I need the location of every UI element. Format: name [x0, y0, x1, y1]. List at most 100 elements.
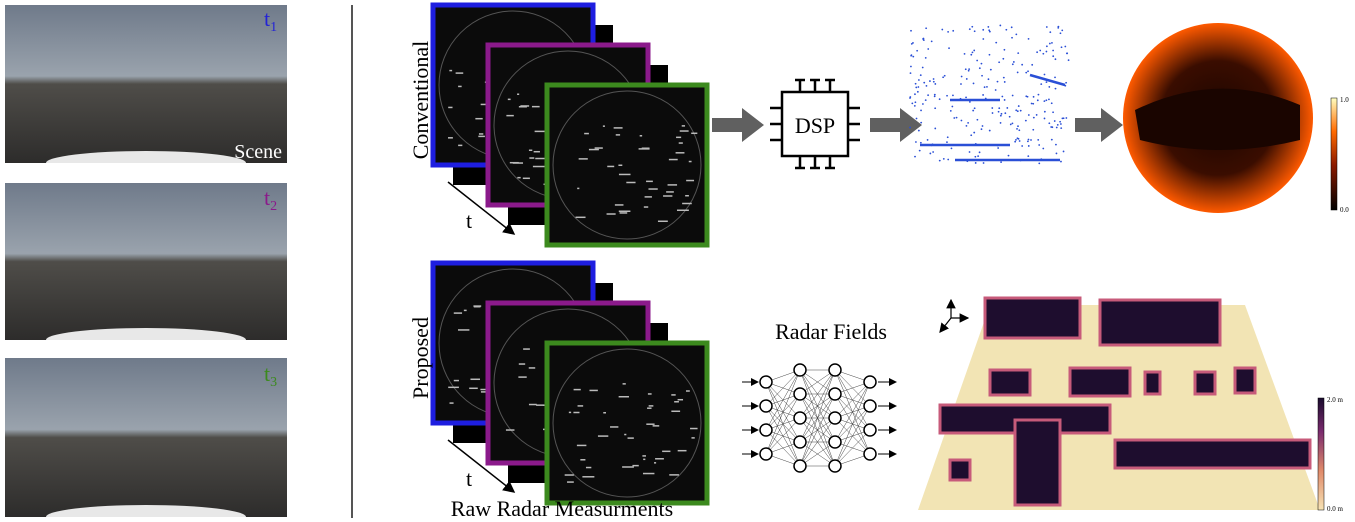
nn-node: [829, 364, 841, 376]
point: [1065, 82, 1067, 84]
radar-return: [669, 159, 678, 161]
point: [995, 42, 997, 44]
radar-return: [674, 401, 679, 403]
point: [992, 112, 994, 114]
radar-return: [648, 188, 657, 190]
point: [1060, 127, 1062, 129]
point: [965, 96, 967, 98]
radar-return: [589, 149, 599, 151]
point: [922, 67, 924, 69]
point: [915, 87, 917, 89]
point: [1063, 117, 1065, 119]
point: [1030, 139, 1032, 141]
point-line: [1030, 75, 1065, 85]
point: [925, 99, 927, 101]
radar-return: [690, 428, 698, 430]
point: [982, 29, 984, 31]
radar-return: [649, 405, 654, 407]
radar-return: [678, 450, 687, 452]
point: [1040, 83, 1042, 85]
radar-return: [622, 466, 634, 468]
point: [1048, 98, 1050, 100]
point: [918, 130, 920, 132]
point: [986, 86, 988, 88]
radar-return: [642, 455, 646, 457]
nn-edge: [766, 370, 800, 406]
nn-node: [794, 388, 806, 400]
radar-return: [682, 203, 692, 205]
point: [1046, 45, 1048, 47]
radar-return: [618, 165, 622, 167]
point: [1063, 151, 1065, 153]
radar-return: [519, 363, 525, 365]
point: [920, 74, 922, 76]
point: [977, 155, 979, 157]
point: [911, 43, 913, 45]
point: [939, 98, 941, 100]
point: [984, 86, 986, 88]
point: [934, 83, 936, 85]
point: [1056, 127, 1058, 129]
radar-return: [646, 423, 654, 425]
radar-return: [579, 158, 588, 160]
radar-return: [454, 312, 462, 314]
radar-return: [470, 379, 480, 381]
network-label: Radar Fields: [775, 319, 887, 344]
point: [941, 29, 943, 31]
radar-return: [481, 104, 487, 106]
flow-arrow: [1075, 108, 1123, 142]
point: [1051, 139, 1053, 141]
point: [934, 107, 936, 109]
point: [1017, 110, 1019, 112]
point: [982, 38, 984, 40]
point: [1004, 99, 1006, 101]
nn-node: [760, 448, 772, 460]
point: [1048, 122, 1050, 124]
point: [927, 94, 929, 96]
colorbar-label: 2.0 m: [1327, 396, 1344, 404]
point: [1057, 27, 1059, 29]
point: [1052, 50, 1054, 52]
point: [923, 38, 925, 40]
radar-return: [598, 435, 608, 437]
point: [974, 30, 976, 32]
point: [947, 159, 949, 161]
radar-frame: [547, 343, 707, 503]
point: [1061, 29, 1063, 31]
point: [932, 151, 934, 153]
point: [1027, 70, 1029, 72]
radar-return: [574, 389, 581, 391]
point: [1052, 55, 1054, 57]
point: [976, 60, 978, 62]
point: [1064, 46, 1066, 48]
caption: Raw Radar Measurments: [451, 496, 673, 521]
radar-return: [607, 213, 616, 215]
point: [919, 150, 921, 152]
point: [1065, 117, 1067, 119]
point: [914, 105, 916, 107]
radar-return: [646, 181, 653, 183]
point: [1028, 145, 1030, 147]
point: [933, 78, 935, 80]
point: [983, 162, 985, 164]
radar-return: [577, 188, 579, 190]
point: [1013, 61, 1015, 63]
point: [989, 54, 991, 56]
point: [942, 76, 944, 78]
radar-return: [578, 405, 584, 407]
point: [971, 26, 973, 28]
point: [925, 27, 927, 29]
nn-node: [864, 376, 876, 388]
point: [914, 156, 916, 158]
radar-return: [653, 425, 660, 427]
point: [911, 54, 913, 56]
point: [916, 118, 918, 120]
radar-return: [458, 86, 462, 88]
radar-return: [529, 367, 535, 369]
point: [973, 132, 975, 134]
point: [927, 48, 929, 50]
point: [1066, 52, 1068, 54]
radar-return: [647, 407, 651, 409]
point: [1019, 140, 1021, 142]
point: [920, 142, 922, 144]
